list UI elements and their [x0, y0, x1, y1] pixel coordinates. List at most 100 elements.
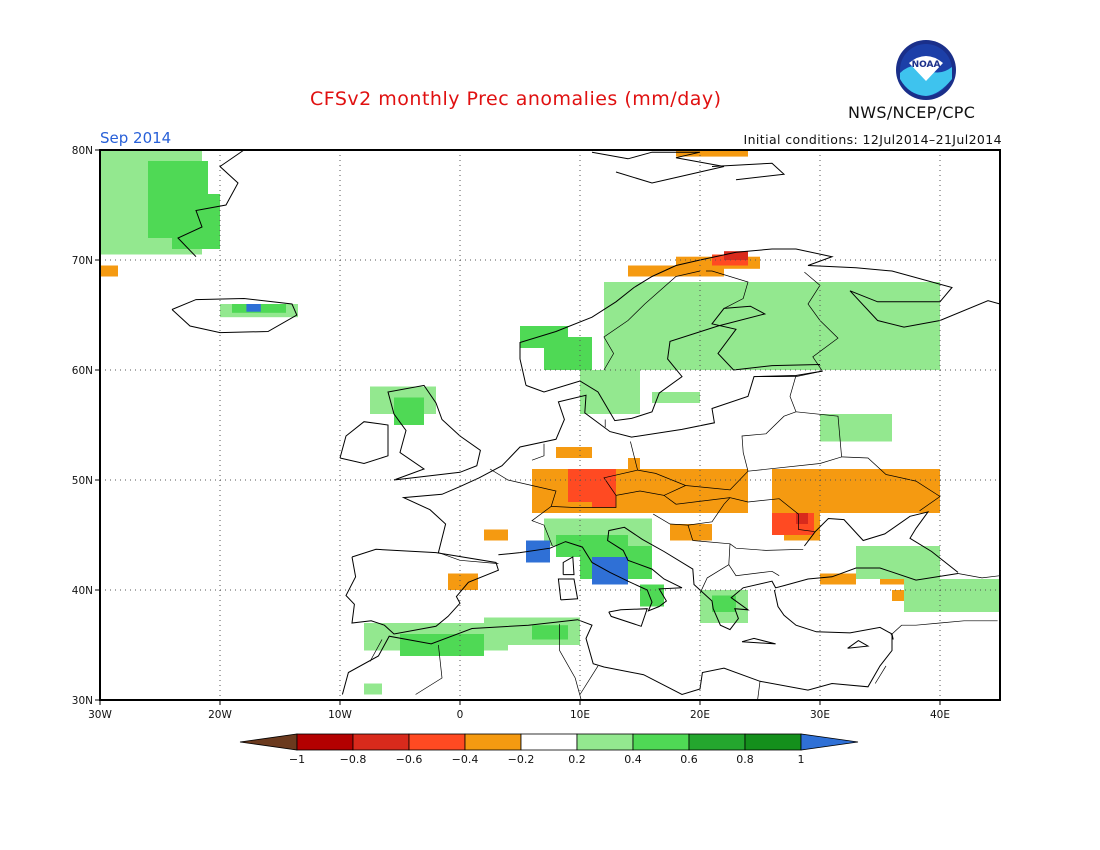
colorbar-swatch — [632, 733, 690, 751]
lat-label: 40N — [72, 585, 93, 597]
lon-label: 20E — [690, 709, 710, 721]
lon-label: 40E — [930, 709, 950, 721]
anomaly-cell — [246, 304, 261, 312]
anomaly-cell — [820, 414, 892, 442]
noaa-logo: NOAA — [896, 40, 956, 100]
lon-label: 30W — [88, 709, 112, 721]
anomaly-cell — [652, 392, 700, 403]
country-border — [890, 620, 998, 636]
country-border — [687, 524, 804, 551]
anomaly-cell — [592, 491, 616, 508]
anomaly-cell — [532, 625, 568, 640]
colorbar-swatch — [352, 733, 410, 751]
lat-label: 60N — [72, 365, 93, 377]
country-border — [874, 665, 887, 684]
anomaly-cell — [856, 546, 940, 579]
colorbar-swatch — [688, 733, 746, 751]
coastline — [519, 248, 1001, 386]
country-border — [615, 485, 686, 496]
country-border — [531, 443, 545, 461]
country-border — [728, 564, 780, 577]
anomaly-cell — [364, 683, 382, 695]
coastline — [401, 370, 823, 553]
coastline — [773, 589, 894, 640]
colorbar-swatch — [464, 733, 522, 751]
colorbar-tick-label: −0.8 — [340, 753, 367, 766]
anomaly-cell — [796, 513, 808, 524]
forecast-period: Sep 2014 — [100, 129, 172, 147]
logo-text: NOAA — [912, 60, 941, 70]
coastline — [177, 149, 245, 258]
lat-label: 30N — [72, 695, 93, 707]
colorbar-swatch — [744, 733, 802, 751]
chart-title: CFSv2 monthly Prec anomalies (mm/day) — [310, 88, 722, 110]
country-border — [957, 573, 1001, 579]
anomaly-cell — [724, 251, 748, 260]
colorbar-tick-label: −1 — [289, 753, 305, 766]
coastline — [345, 548, 500, 635]
colorbar-swatch — [408, 733, 466, 751]
country-border — [603, 270, 701, 371]
lon-label: 0 — [457, 709, 464, 721]
agency-label: NWS/NCEP/CPC — [848, 103, 976, 122]
coastline — [525, 305, 821, 422]
country-border — [653, 497, 816, 533]
coastline — [711, 162, 786, 181]
country-border — [754, 271, 839, 377]
anomaly-cell — [670, 524, 712, 541]
anomaly-cell — [712, 595, 736, 612]
anomaly-cell — [172, 194, 220, 249]
anomaly-cell — [904, 579, 1000, 612]
coastline — [171, 297, 298, 334]
coastline — [847, 640, 870, 649]
colorbar-swatch — [520, 733, 578, 751]
lat-label: 50N — [72, 475, 93, 487]
lon-label: 10W — [328, 709, 352, 721]
coastline — [804, 511, 959, 573]
coastline — [498, 526, 959, 631]
colorbar-tick-label: 0.8 — [736, 753, 754, 766]
anomaly-cell — [700, 469, 748, 491]
lat-label: 70N — [72, 255, 93, 267]
colorbar-arrow-right — [800, 733, 859, 751]
country-border — [415, 644, 443, 695]
country-border — [489, 468, 557, 547]
country-border — [841, 456, 941, 512]
coastline — [741, 637, 776, 645]
colorbar-tick-label: −0.4 — [452, 753, 479, 766]
colorbar-swatch — [576, 733, 634, 751]
anomaly-cell — [400, 634, 484, 656]
anomaly-cell — [100, 265, 118, 277]
colorbar-tick-label: 0.6 — [680, 753, 698, 766]
anomaly-cell — [448, 573, 478, 590]
anomaly-cell — [856, 326, 916, 370]
coastline — [339, 421, 389, 465]
anomaly-cell — [580, 370, 640, 414]
anomaly-cell — [592, 557, 628, 585]
anomaly-cell — [820, 573, 856, 585]
colorbar-tick-label: 1 — [798, 753, 805, 766]
coastline — [557, 578, 579, 601]
anomaly-cell — [676, 150, 748, 157]
map-frame — [99, 149, 1001, 701]
colorbar-tick-label: 0.4 — [624, 753, 642, 766]
country-border — [706, 270, 749, 309]
anomaly-cell — [772, 469, 940, 513]
anomaly-cell — [556, 447, 592, 458]
colorbar-tick-label: −0.2 — [508, 753, 535, 766]
country-border — [579, 665, 599, 695]
anomaly-cell — [526, 540, 550, 563]
coastline — [341, 619, 893, 696]
country-border — [663, 495, 731, 505]
coastline — [387, 384, 481, 481]
colorbar-arrow-left — [239, 733, 298, 751]
lon-label: 20W — [208, 709, 232, 721]
coastline — [562, 556, 575, 576]
country-border — [757, 681, 761, 701]
country-border — [637, 375, 797, 491]
colorbar-tick-label: 0.2 — [568, 753, 586, 766]
anomaly-cell — [484, 529, 508, 541]
country-border — [559, 624, 582, 701]
anomaly-cell — [628, 304, 700, 348]
